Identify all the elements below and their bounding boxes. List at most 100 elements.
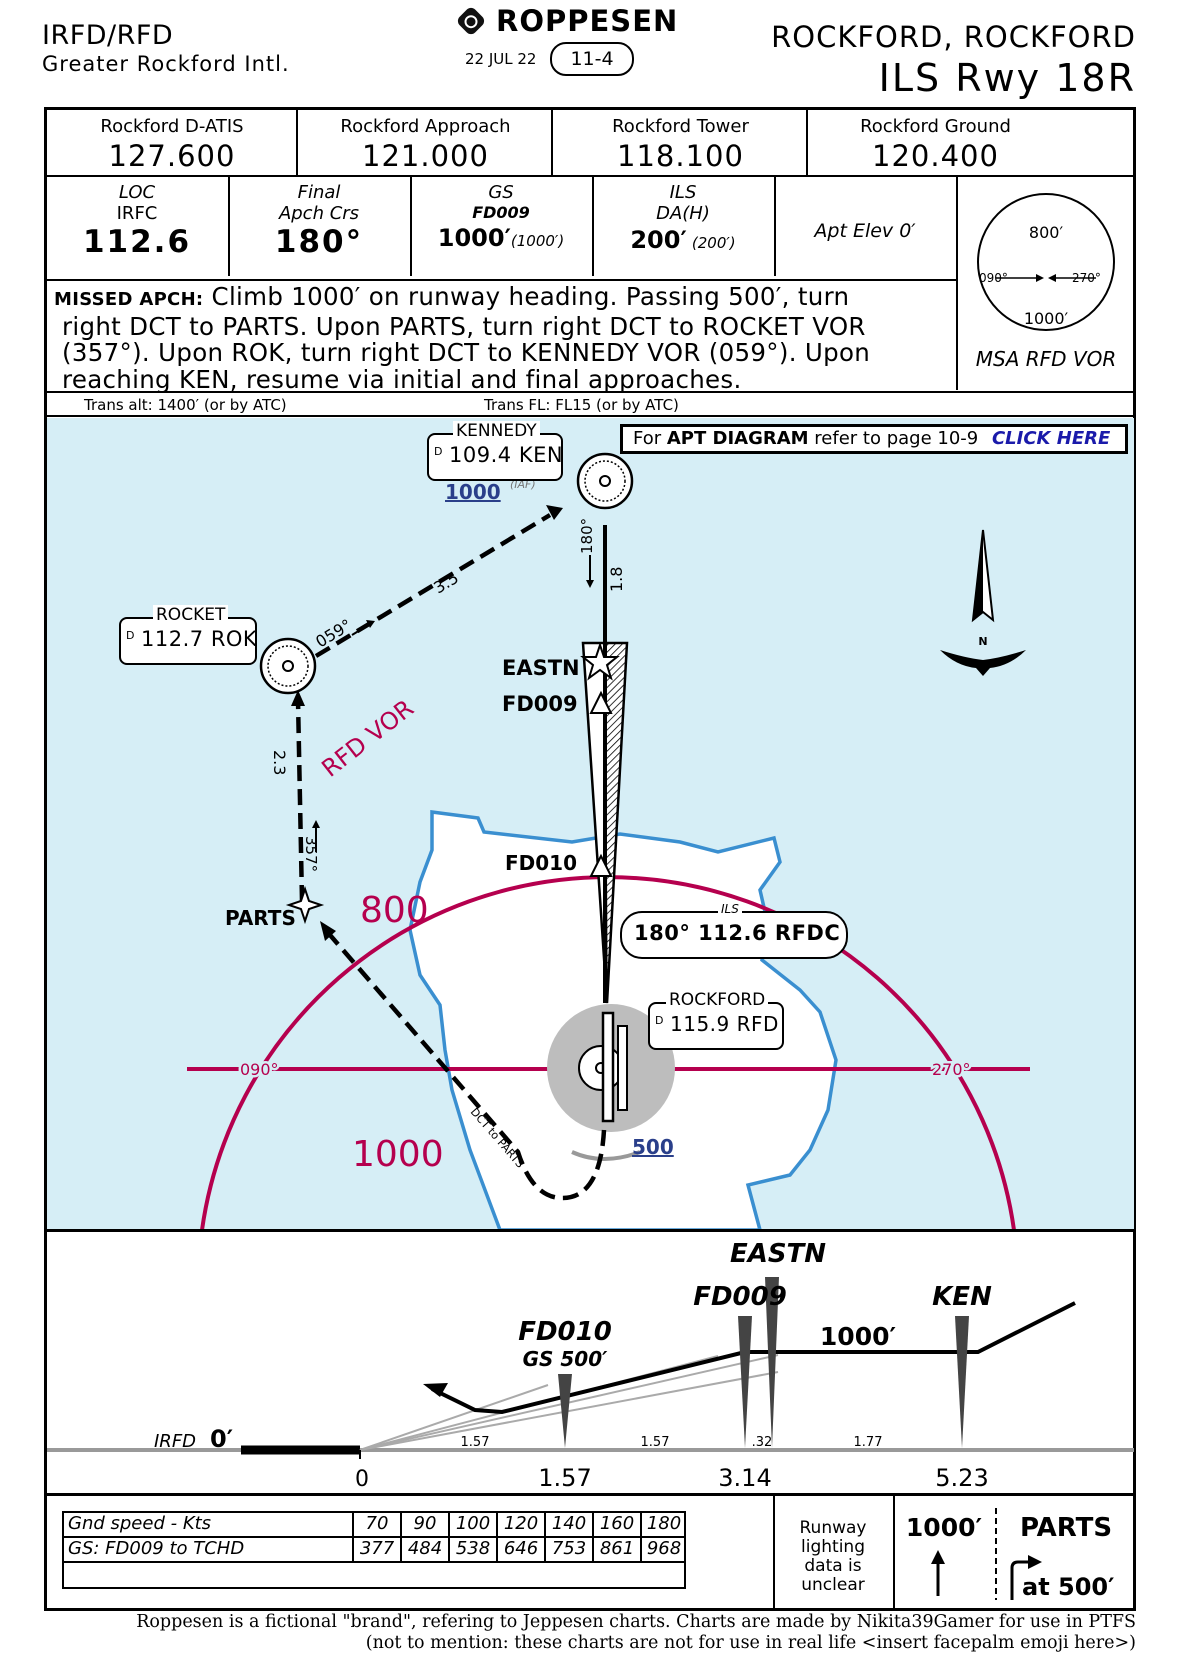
click-here-link[interactable]: CLICK HERE: [991, 428, 1111, 449]
comm-tower-freq: 118.100: [617, 139, 744, 173]
ils-label: ILS: [669, 182, 697, 203]
trans-alt: Trans alt: 1400′ (or by ATC): [84, 396, 287, 414]
lighting-line-3: data is: [804, 1556, 862, 1576]
gs-time: 968: [646, 1538, 682, 1559]
comm-ground-freq: 120.400: [872, 139, 999, 173]
rockford-name: ROCKFORD: [666, 990, 769, 1010]
ils-box-label: ILS: [718, 902, 742, 916]
divider: [640, 1511, 642, 1563]
apt-diagram-prefix: For: [633, 428, 667, 449]
da-paren: (200′): [691, 234, 736, 252]
kennedy-name: KENNEDY: [453, 421, 540, 441]
ken-in-dist: 1.8: [607, 567, 626, 592]
msa-sector-north: 800: [360, 890, 429, 931]
missed-text-1: Climb 1000′ on runway heading. Passing 5…: [211, 282, 850, 311]
divider: [410, 176, 412, 276]
divider: [448, 1511, 450, 1563]
climb-alt: 1000′: [906, 1513, 982, 1542]
gs-time: 484: [407, 1538, 443, 1559]
kennedy-ident: KEN: [518, 443, 564, 467]
missed-text-4: reaching KEN, resume via initial and fin…: [62, 364, 742, 394]
msa-circle: [977, 193, 1115, 331]
divider: [47, 1493, 1134, 1496]
turn-arc: [571, 1150, 641, 1161]
kennedy-altitude: 1000: [445, 480, 501, 504]
ken-marker: [955, 1316, 969, 1448]
missed-arrow-3: [546, 505, 563, 520]
rocket-vor-center: [282, 660, 294, 672]
ils-info-box: ILS 180° 112.6 RFDC: [620, 902, 848, 959]
dme-label: D: [126, 629, 135, 642]
eastn-marker: [765, 1277, 779, 1448]
footer-line-1: Roppesen is a fictional "brand", referin…: [136, 1612, 1136, 1632]
apt-elev: Apt Elev 0′: [814, 220, 916, 242]
divider: [773, 1495, 775, 1611]
footer-line-2: (not to mention: these charts are not fo…: [365, 1633, 1136, 1653]
msa-arrow-left: [1036, 274, 1044, 282]
missed-dct-parts: [328, 933, 607, 1201]
ken-in-arrow: [351, 623, 371, 636]
divider: [47, 1229, 1134, 1232]
eastn-label: EASTN: [502, 656, 580, 680]
divider: [400, 1511, 402, 1563]
da-box: ILS DA(H) 200′ (200′): [593, 178, 773, 276]
gs-time: 646: [503, 1538, 539, 1559]
apt-diagram-link[interactable]: For APT DIAGRAM refer to page 10-9 CLICK…: [620, 424, 1128, 454]
seg-1: 1.57: [461, 1435, 490, 1450]
comm-tower-label: Rockford Tower: [612, 116, 749, 137]
climb-arrowhead: [931, 1550, 945, 1564]
north-arrow-half: [973, 530, 983, 620]
gs-speed: 100: [455, 1513, 491, 1534]
divider: [592, 1511, 594, 1563]
rocket-vor-ring: [267, 645, 309, 687]
trans-level: Trans FL: FL15 (or by ATC): [484, 396, 679, 414]
seg-3: .32: [752, 1435, 773, 1450]
rocket-freq: 112.7: [141, 627, 204, 651]
gs-speed: 180: [646, 1513, 682, 1534]
msa-right: 270°: [1072, 271, 1101, 285]
missed-arrow-2: [291, 690, 305, 706]
fd010-fix-icon: [589, 853, 613, 877]
gs-speed: 70: [365, 1513, 389, 1534]
msa-sector-south: 1000: [352, 1134, 444, 1175]
missed-text-3: (357°). Upon ROK, turn right DCT to KENN…: [62, 338, 871, 367]
loc-box: LOC IRFC 112.6: [47, 178, 227, 276]
runway-18l: [617, 1025, 628, 1111]
ils-box-ident: RFDC: [774, 921, 841, 945]
divider: [47, 391, 1134, 393]
parts-rok-dist: 2.3: [270, 750, 289, 775]
ken-rok-course: 059°: [312, 615, 355, 651]
eastn-fix-icon: [580, 641, 620, 681]
turn-at-alt: at 500′: [1022, 1573, 1114, 1601]
divider: [62, 1561, 686, 1563]
gs-label: GS: [488, 182, 514, 203]
msa-top: 800′: [1029, 223, 1064, 242]
fd009-fix-icon: [589, 690, 613, 714]
missed-approach: MISSED APCH: Climb 1000′ on runway headi…: [54, 282, 934, 394]
rockford-ident: RFD: [736, 1012, 779, 1036]
missed-icons: 1000′ PARTS at 500′: [906, 1508, 1114, 1601]
gs-alt: 1000′: [437, 224, 511, 252]
kennedy-vor-ring: [584, 460, 626, 502]
gs-line-c: [359, 1371, 779, 1451]
chart-date: 22 JUL 22: [465, 50, 537, 68]
irfd-alt: 0′: [210, 1425, 233, 1453]
divider: [956, 176, 958, 390]
turn-altitude: 500: [632, 1135, 674, 1159]
rockford-freq: 115.9: [670, 1012, 730, 1036]
fd010-marker: [558, 1374, 572, 1448]
dist-0: 0: [355, 1467, 369, 1492]
divider: [47, 175, 1134, 177]
missed-text-2: right DCT to PARTS. Upon PARTS, turn rig…: [62, 311, 866, 341]
rockford-navaid-box: ROCKFORD D 115.9 RFD: [648, 990, 784, 1050]
seg-4: 1.77: [854, 1435, 883, 1450]
msa-left-bearing: 090°: [240, 1060, 279, 1079]
rockford-vor-icon: [578, 1045, 624, 1091]
gs-speed: 140: [551, 1513, 587, 1534]
comm-atis-label: Rockford D-ATIS: [100, 116, 244, 137]
da-label: DA(H): [656, 203, 710, 224]
dme-label: D: [434, 445, 443, 458]
fd009-marker: [738, 1316, 752, 1448]
comm-tower: Rockford Tower 118.100: [554, 110, 807, 175]
profile-alt-1000: 1000′: [820, 1322, 896, 1351]
